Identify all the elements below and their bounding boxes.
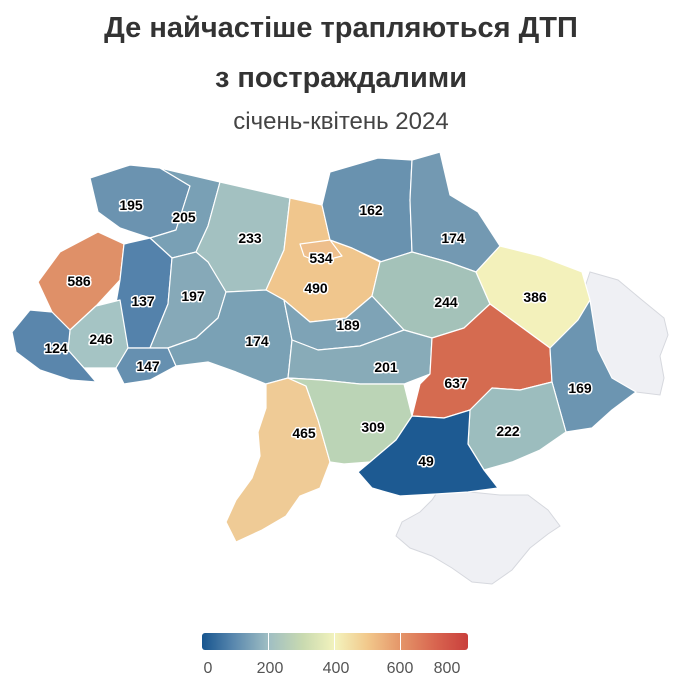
region-label: 174 <box>441 230 465 246</box>
region-zakarpattia <box>11 309 97 383</box>
region-label: 197 <box>181 288 205 304</box>
region-kyiv-city <box>299 239 343 263</box>
region-kherson <box>357 409 499 497</box>
map-subtitle: січень-квітень 2024 <box>233 108 449 135</box>
legend-label-0: 0 <box>203 660 213 677</box>
region-label: 201 <box>374 359 398 375</box>
region-label: 309 <box>361 419 385 435</box>
region-label: 244 <box>434 294 458 310</box>
region-label: 465 <box>292 425 316 441</box>
region-label: 49 <box>418 453 434 469</box>
region-label: 174 <box>245 333 269 349</box>
map-title-line2: з постраждалими <box>214 62 468 94</box>
legend-tick-divider <box>400 633 401 650</box>
region-label: 195 <box>119 197 143 213</box>
legend-tick-divider <box>268 633 269 650</box>
map-title-line1: Де найчастіше трапляються ДТП <box>104 12 578 44</box>
legend-label-400: 400 <box>322 660 350 677</box>
color-scale-legend <box>202 633 468 650</box>
region-label: 205 <box>172 209 196 225</box>
region-label: 386 <box>523 289 547 305</box>
region-label: 147 <box>136 358 160 374</box>
region-label: 534 <box>309 250 333 266</box>
region-label: 233 <box>238 230 262 246</box>
region-label: 189 <box>336 317 360 333</box>
region-label: 169 <box>568 380 592 396</box>
region-label: 222 <box>496 423 520 439</box>
region-label: 246 <box>89 331 113 347</box>
region-label: 490 <box>304 280 328 296</box>
legend-tick-divider <box>334 633 335 650</box>
region-label: 637 <box>444 375 468 391</box>
region-no-data-crimea <box>395 487 561 585</box>
region-label: 137 <box>131 293 155 309</box>
legend-label-600: 600 <box>386 660 414 677</box>
legend-label-200: 200 <box>256 660 284 677</box>
region-label: 162 <box>359 202 383 218</box>
region-label: 124 <box>44 340 68 356</box>
region-label: 586 <box>67 273 91 289</box>
region-sumy <box>409 151 501 273</box>
legend-label-800: 800 <box>433 660 461 677</box>
